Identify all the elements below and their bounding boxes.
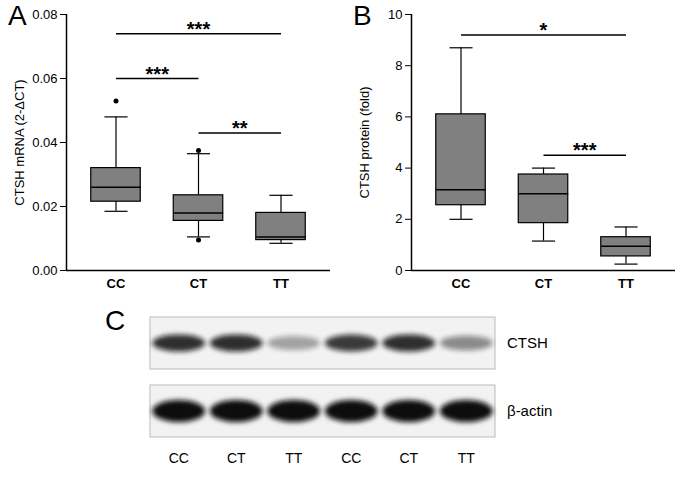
svg-text:TT: TT xyxy=(618,276,634,291)
html-text:B: B xyxy=(353,0,372,31)
svg-text:0.00: 0.00 xyxy=(32,263,57,278)
svg-text:TT: TT xyxy=(273,276,289,291)
svg-text:0: 0 xyxy=(395,263,402,278)
svg-text:CC: CC xyxy=(107,276,126,291)
svg-text:***: *** xyxy=(146,63,170,85)
svg-text:0.02: 0.02 xyxy=(32,199,57,214)
svg-text:10: 10 xyxy=(388,7,402,22)
svg-text:CTSH mRNA (2-ΔCT): CTSH mRNA (2-ΔCT) xyxy=(12,79,27,205)
svg-text:CC: CC xyxy=(341,450,361,466)
svg-text:***: *** xyxy=(573,139,597,161)
svg-text:0.06: 0.06 xyxy=(32,71,57,86)
svg-text:2: 2 xyxy=(395,211,402,226)
svg-text:***: *** xyxy=(187,18,211,40)
svg-text:0.04: 0.04 xyxy=(32,135,57,150)
svg-text:CC: CC xyxy=(169,450,189,466)
svg-text:4: 4 xyxy=(395,160,402,175)
svg-text:CC: CC xyxy=(452,276,471,291)
html-text:C: C xyxy=(105,305,126,336)
svg-text:CTSH: CTSH xyxy=(507,334,548,351)
svg-text:0.08: 0.08 xyxy=(32,7,57,22)
svg-text:CTSH protein (fold): CTSH protein (fold) xyxy=(357,87,372,199)
svg-text:8: 8 xyxy=(395,58,402,73)
svg-text:CT: CT xyxy=(399,450,418,466)
svg-text:CT: CT xyxy=(535,276,552,291)
svg-text:CT: CT xyxy=(227,450,246,466)
svg-text:TT: TT xyxy=(285,450,303,466)
svg-text:*: * xyxy=(540,19,548,41)
svg-text:6: 6 xyxy=(395,109,402,124)
html-text:A: A xyxy=(8,0,27,31)
svg-text:β-actin: β-actin xyxy=(507,402,552,419)
svg-text:TT: TT xyxy=(458,450,476,466)
svg-text:**: ** xyxy=(232,117,248,139)
svg-text:CT: CT xyxy=(190,276,207,291)
